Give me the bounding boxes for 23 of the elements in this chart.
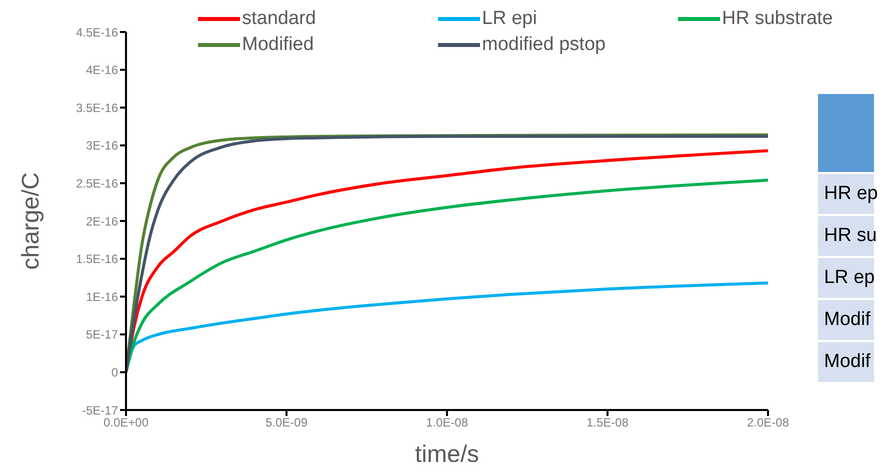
y-tick-label: 2.5E-16 bbox=[76, 176, 118, 190]
legend-label: HR substrate bbox=[722, 8, 833, 30]
y-tick-label: -5E-17 bbox=[82, 403, 118, 418]
legend-label: modified pstop bbox=[482, 34, 606, 56]
legend-label: Modified bbox=[242, 34, 314, 56]
y-axis-title: charge/C bbox=[18, 172, 45, 270]
y-tick-label: 4E-16 bbox=[86, 63, 118, 78]
y-tick-label: 3E-16 bbox=[86, 138, 118, 153]
x-tick-label: 1.0E-08 bbox=[426, 416, 468, 430]
y-tick-label: 1E-16 bbox=[86, 290, 118, 304]
x-tick-label: 0.0E+00 bbox=[103, 416, 149, 430]
y-tick-label: 3.5E-16 bbox=[76, 100, 118, 115]
y-tick-label: 4.5E-16 bbox=[76, 25, 118, 40]
x-tick-label: 5.0E-09 bbox=[265, 416, 308, 430]
x-tick-label: 1.5E-08 bbox=[586, 416, 629, 430]
y-tick-label: 5E-17 bbox=[86, 328, 118, 342]
legend-label: standard bbox=[242, 8, 316, 30]
legend-label: LR epi bbox=[482, 8, 537, 30]
y-tick-label: 2E-16 bbox=[86, 214, 118, 228]
y-tick-label: 0 bbox=[111, 365, 118, 380]
x-axis-title: time/s bbox=[414, 441, 480, 468]
y-tick-label: 1.5E-16 bbox=[76, 252, 118, 266]
x-tick-label: 2.0E-08 bbox=[746, 416, 790, 430]
